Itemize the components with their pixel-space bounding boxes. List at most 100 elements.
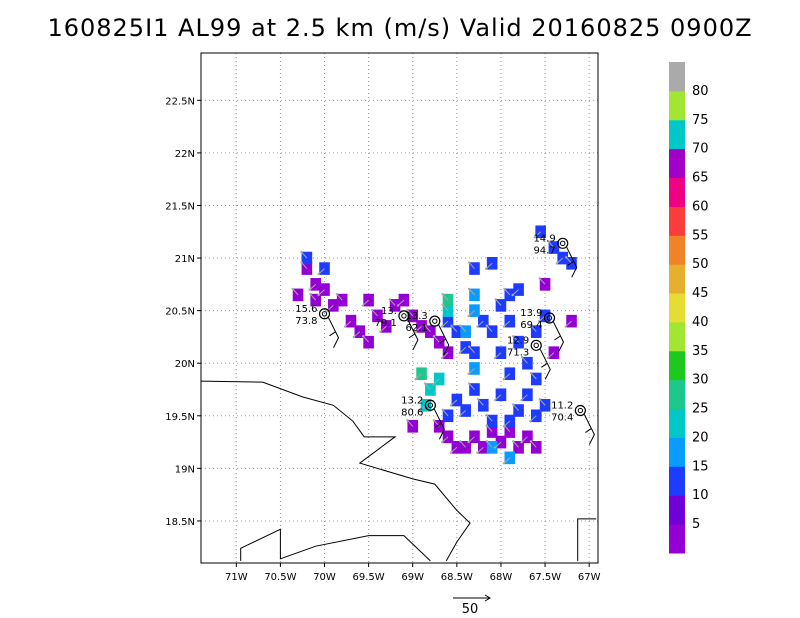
wind-arrow-head: [458, 351, 461, 355]
legend-swatch: [669, 62, 685, 92]
station-dot: [321, 311, 328, 317]
wind-arrow-head: [485, 413, 489, 417]
legend-swatch: [669, 321, 685, 352]
wind-arrow-head: [502, 325, 506, 328]
wind-arrow-head: [459, 324, 462, 327]
wind-speed-cell: [469, 383, 480, 396]
wind-barb: [407, 319, 419, 351]
wind-arrow-head: [467, 345, 471, 348]
reference-vector-label: 50: [462, 602, 479, 617]
wind-arrow: [459, 347, 467, 354]
wind-speed-cell: [478, 441, 489, 454]
station-markers: 15.673.813.79.113.362.113.280.612.971.31…: [295, 233, 595, 445]
wind-arrow: [442, 304, 449, 311]
x-tick-label: 68W: [490, 572, 513, 583]
wind-speed-cell: [469, 304, 480, 317]
wind-arrow: [415, 326, 422, 333]
wind-arrow-head: [502, 377, 506, 381]
wind-barb-flag: [439, 338, 447, 344]
wind-arrow: [539, 398, 546, 406]
wind-arrow-head: [370, 308, 374, 312]
wind-speed-cell: [539, 398, 551, 412]
wind-arrow: [362, 335, 369, 343]
wind-arrow: [504, 288, 511, 296]
wind-arrow-head: [467, 261, 471, 264]
legend-label: 10: [692, 488, 709, 503]
wind-arrow: [534, 231, 541, 238]
wind-arrow: [539, 278, 546, 285]
y-tick-label: 21N: [175, 254, 195, 265]
wind-arrow-head: [520, 398, 523, 402]
wind-arrow: [556, 257, 564, 264]
wind-arrow: [459, 441, 467, 448]
y-tick-label: 19.5N: [165, 412, 195, 423]
wind-arrow: [468, 436, 475, 443]
legend-swatch: [669, 350, 685, 381]
latitude-axis: 18.5N 19N 19.5N 20N 20.5N 21N 21.5N 22N 22.5N: [165, 96, 201, 528]
legend-label: 60: [692, 199, 709, 214]
wind-speed-cell: [486, 414, 498, 428]
wind-arrow: [512, 404, 519, 411]
legend-label: 25: [692, 402, 709, 417]
wind-arrow: [503, 420, 511, 427]
wind-arrow-head: [432, 419, 436, 422]
wind-arrow-head: [418, 409, 422, 412]
wind-arrow-head: [529, 440, 533, 443]
legend-swatch: [669, 90, 685, 121]
wind-arrow-head: [440, 356, 444, 360]
legend-label: 20: [692, 430, 709, 445]
station-marker: 15.673.8: [295, 304, 340, 349]
wind-arrow: [468, 262, 475, 269]
wind-arrow-head: [493, 446, 497, 449]
coastline: [201, 380, 471, 562]
coastlines: [201, 380, 597, 562]
wind-barb-flag: [435, 422, 442, 428]
wind-arrow-head: [537, 320, 541, 323]
wind-arrow-head: [512, 440, 515, 443]
wind-speed-cell: [478, 314, 489, 328]
wind-arrow: [371, 309, 378, 317]
wind-arrow-head: [520, 441, 523, 444]
station-label-bottom: 71.3: [507, 347, 529, 358]
wind-arrow-head: [441, 408, 444, 412]
y-tick-label: 22.5N: [165, 96, 195, 107]
legend-label: 5: [692, 517, 700, 532]
station-label-bottom: 70.4: [551, 413, 573, 424]
wind-arrow-head: [335, 292, 339, 296]
wind-arrow-head: [423, 324, 427, 327]
wind-arrow: [512, 289, 519, 296]
wind-arrow: [468, 383, 475, 390]
longitude-axis: 71W 70.5W 70W 69.5W 69W 68.5W 68W 67.5W 67W: [225, 563, 601, 583]
wind-arrow: [494, 394, 502, 401]
wind-arrow: [407, 420, 414, 427]
wind-arrow-head: [476, 451, 479, 454]
station-marker: 12.971.3: [507, 335, 551, 380]
wind-speed-cell: [504, 451, 516, 465]
wind-barb: [438, 324, 450, 356]
wind-speed-cell: [495, 299, 507, 312]
y-tick-label: 18.5N: [165, 517, 195, 528]
station-ring: [574, 404, 586, 417]
wind-arrow-head: [309, 292, 312, 296]
wind-arrow: [318, 289, 325, 296]
wind-arrow: [494, 441, 502, 448]
legend-swatch: [669, 524, 685, 554]
wind-arrow: [485, 262, 493, 270]
legend-swatch: [669, 235, 685, 265]
wind-arrow: [433, 335, 440, 343]
wind-arrow: [301, 251, 308, 259]
wind-vectors: [291, 231, 572, 465]
station-ring: [543, 312, 556, 324]
wind-arrow: [548, 241, 555, 248]
wind-speed-cell: [425, 383, 436, 396]
station-marker: 13.969.4: [520, 308, 565, 353]
legend-label: 55: [692, 228, 709, 243]
legend-label: 80: [692, 84, 709, 99]
station-label-bottom: 62.1: [406, 323, 428, 334]
wind-arrow: [353, 331, 361, 338]
wind-arrow: [477, 320, 484, 327]
legend-label: 75: [692, 113, 709, 128]
wind-arrow-head: [423, 382, 427, 385]
wind-barb: [328, 317, 340, 349]
